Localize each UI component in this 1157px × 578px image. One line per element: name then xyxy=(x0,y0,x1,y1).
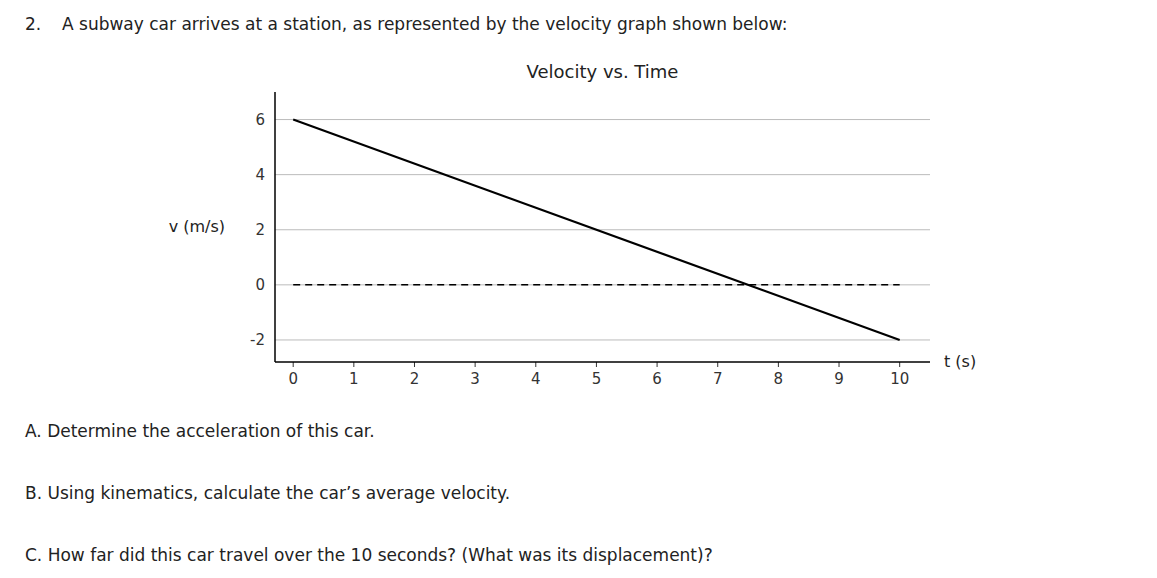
x-tick-label: 7 xyxy=(713,370,723,388)
x-tick-label: 9 xyxy=(834,370,844,388)
y-tick-label: 2 xyxy=(255,221,265,239)
grid-line xyxy=(275,119,930,120)
y-axis-line xyxy=(274,92,276,362)
x-tick-label: 3 xyxy=(470,370,480,388)
chart: 2. A subway car arrives at a station, as … xyxy=(0,0,1157,578)
dashed-line xyxy=(293,284,899,286)
x-tick-label: 4 xyxy=(531,370,541,388)
plot-area xyxy=(293,120,899,340)
grid-line xyxy=(275,339,930,340)
y-tick-label: 6 xyxy=(255,111,265,129)
annotation: C. How far did this car travel over the … xyxy=(25,545,713,565)
x-axis-line xyxy=(275,361,930,363)
x-axis-label: t (s) xyxy=(944,352,976,371)
grid-line xyxy=(275,174,930,175)
grid xyxy=(275,120,930,340)
annotation: 2. xyxy=(25,14,41,34)
grid-line xyxy=(275,229,930,230)
x-tick-label: 1 xyxy=(349,370,359,388)
annotation: A. Determine the acceleration of this ca… xyxy=(25,421,375,441)
x-tick-label: 8 xyxy=(774,370,784,388)
x-tick-label: 5 xyxy=(592,370,602,388)
x-tick-label: 10 xyxy=(890,370,909,388)
x-tick-label: 6 xyxy=(652,370,662,388)
y-tick-label: 4 xyxy=(255,166,265,184)
annotation: A subway car arrives at a station, as re… xyxy=(62,14,787,34)
y-axis-label: v (m/s) xyxy=(169,217,225,236)
grid-line xyxy=(275,284,930,285)
velocity-line xyxy=(293,120,899,340)
x-tick-label: 0 xyxy=(288,370,298,388)
y-tick-label: 0 xyxy=(255,276,265,294)
annotation: B. Using kinematics, calculate the car’s… xyxy=(25,483,510,503)
y-tick-label: -2 xyxy=(250,331,265,349)
title: Velocity vs. Time xyxy=(527,61,679,82)
x-tick-label: 2 xyxy=(410,370,420,388)
